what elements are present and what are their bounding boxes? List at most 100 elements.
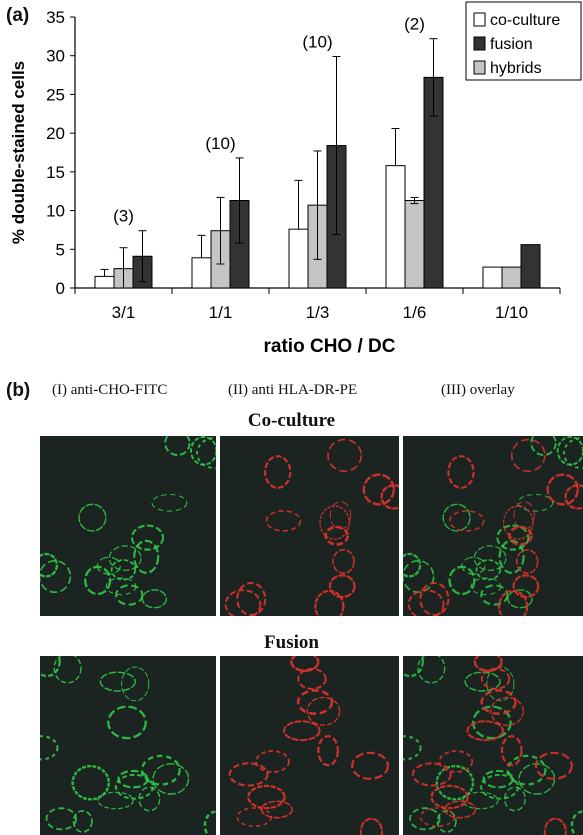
stained-cell: [247, 784, 286, 810]
stained-cell: [435, 764, 475, 801]
stained-cell: [319, 505, 350, 540]
bar-hybrids: [404, 200, 425, 289]
bar-co-culture: [288, 228, 309, 289]
column-header-fitc: (I) anti-CHO-FITC: [52, 382, 168, 398]
stained-cell: [507, 589, 533, 609]
stained-cell: [138, 786, 161, 812]
panel-b-label: (b): [6, 380, 31, 401]
stained-cell: [462, 791, 499, 810]
column-header-overlay: (III) overlay: [441, 382, 515, 398]
x-tick-label: 1/1: [209, 303, 233, 322]
stained-cell: [53, 656, 82, 684]
stained-cell: [517, 493, 554, 512]
stained-cell: [436, 810, 457, 833]
stained-cell: [324, 525, 349, 546]
bar-chart: 0 5 10 15 20 25 30 35 % double-stained cells rati…: [9, 1, 582, 357]
row-title-coculture: Co-culture: [247, 410, 336, 431]
stained-cell: [480, 667, 511, 690]
y-tick-label: 10: [46, 202, 65, 221]
stained-cell: [506, 754, 547, 786]
stained-cell: [133, 539, 160, 574]
stained-cell: [130, 524, 165, 551]
stained-cell: [306, 696, 341, 726]
stained-cell: [283, 720, 321, 742]
stained-cell: [110, 559, 137, 581]
stained-cell: [461, 556, 486, 575]
micrograph-fusion-green: [40, 656, 216, 835]
bar-fusion: [520, 244, 541, 289]
stained-cell: [260, 800, 294, 819]
stained-cell: [556, 436, 583, 466]
stained-cell: [513, 501, 535, 530]
stained-cell: [140, 754, 181, 786]
stained-cell: [164, 436, 191, 456]
stained-cell: [108, 545, 142, 571]
micrograph-fusion-red: [220, 656, 399, 835]
bar-hybrids: [501, 266, 522, 289]
stained-cell: [534, 751, 573, 780]
x-tick-label: 1/10: [495, 303, 528, 322]
stained-cell: [40, 656, 61, 678]
stained-cell: [297, 667, 327, 690]
stained-cell: [40, 552, 59, 578]
stained-cell: [480, 584, 509, 606]
stained-cell: [562, 437, 583, 469]
stained-cell: [317, 735, 339, 767]
legend-swatch-hybrids: [473, 60, 486, 75]
stained-cell: [203, 810, 216, 835]
bar-co-culture: [385, 165, 406, 289]
stained-cell: [151, 493, 188, 512]
x-tick-label: 1/3: [306, 303, 330, 322]
stained-cell: [480, 689, 517, 716]
legend-label-co-culture: co-culture: [490, 12, 560, 29]
stained-cell: [417, 656, 446, 684]
y-axis-label: % double-stained cells: [9, 61, 28, 244]
micrograph-background: [220, 436, 399, 616]
bar-co-culture: [482, 266, 503, 289]
stained-cell: [121, 666, 150, 702]
micrograph-coculture-overlay: [403, 436, 583, 616]
stained-cell: [328, 574, 356, 599]
y-tick-label: 0: [56, 279, 65, 298]
stained-cell: [482, 769, 514, 789]
stained-cell: [444, 800, 477, 819]
stained-cell: [105, 577, 137, 596]
stained-cell: [329, 501, 352, 530]
stained-cell: [419, 581, 450, 616]
stained-cell: [359, 817, 383, 835]
y-tick-label: 5: [56, 240, 65, 259]
micrograph-background: [40, 656, 216, 835]
stained-cell: [117, 769, 149, 789]
stained-cell: [362, 473, 396, 506]
legend-label-hybrids: hybrids: [490, 60, 542, 77]
stained-cell: [314, 589, 345, 616]
stained-cell: [263, 455, 292, 489]
stained-cell: [152, 763, 190, 795]
stained-cell: [72, 810, 93, 833]
legend-swatch-co-culture: [473, 12, 486, 27]
x-tick-label: 3/1: [112, 303, 136, 322]
stained-cell: [115, 584, 144, 606]
stained-cell: [96, 556, 121, 575]
sample-count-annotation: (2): [404, 15, 425, 34]
stained-cell: [470, 577, 502, 596]
stained-cell: [351, 751, 390, 780]
panel-a-label: (a): [6, 5, 30, 26]
stained-cell: [570, 810, 583, 835]
stained-cell: [255, 750, 290, 773]
stained-cell: [512, 574, 540, 599]
stained-cell: [464, 671, 501, 692]
micrograph-background: [220, 656, 399, 835]
stained-cell: [508, 525, 533, 546]
stained-cell: [543, 817, 567, 835]
micrograph-background: [40, 436, 216, 616]
stained-cell: [228, 762, 269, 787]
sample-count-annotation: (10): [205, 134, 235, 153]
legend-swatch-fusion: [473, 36, 486, 51]
stained-cell: [472, 705, 512, 740]
stained-cell: [502, 505, 534, 540]
stained-cell: [530, 436, 557, 456]
stained-cell: [466, 720, 504, 742]
stained-cell: [438, 750, 474, 773]
stained-cell: [224, 589, 262, 616]
